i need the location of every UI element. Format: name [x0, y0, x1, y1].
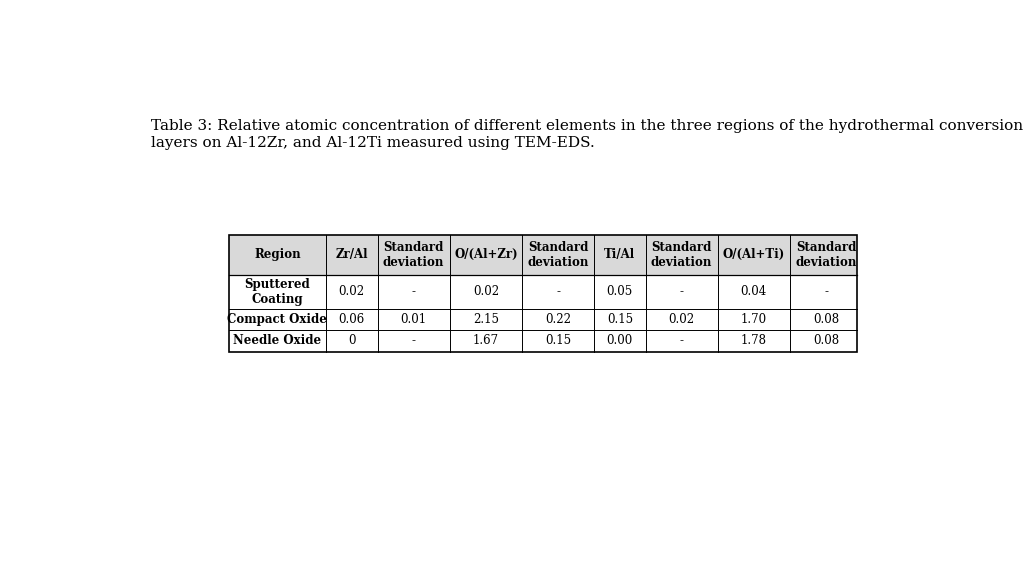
Text: -: - [824, 285, 828, 298]
Text: -: - [680, 285, 684, 298]
Text: -: - [412, 335, 416, 347]
Text: 0.06: 0.06 [339, 313, 365, 326]
Text: 1.78: 1.78 [740, 335, 767, 347]
Text: 1.67: 1.67 [473, 335, 499, 347]
Text: 0.04: 0.04 [740, 285, 767, 298]
Text: 0.02: 0.02 [669, 313, 694, 326]
Text: Standard
deviation: Standard deviation [651, 241, 713, 268]
Text: 0.22: 0.22 [545, 313, 571, 326]
Text: 0.02: 0.02 [339, 285, 365, 298]
Text: O/(Al+Ti): O/(Al+Ti) [723, 248, 785, 261]
Text: -: - [412, 285, 416, 298]
Text: 0: 0 [348, 335, 355, 347]
Text: Table 3: Relative atomic concentration of different elements in the three region: Table 3: Relative atomic concentration o… [152, 119, 1023, 133]
Text: Zr/Al: Zr/Al [336, 248, 368, 261]
Text: 0.00: 0.00 [606, 335, 633, 347]
Text: 0.15: 0.15 [607, 313, 633, 326]
Text: Compact Oxide: Compact Oxide [227, 313, 328, 326]
Text: 0.05: 0.05 [606, 285, 633, 298]
Text: Standard
deviation: Standard deviation [383, 241, 444, 268]
Text: Ti/Al: Ti/Al [604, 248, 636, 261]
Text: -: - [556, 285, 560, 298]
Text: 0.08: 0.08 [813, 335, 839, 347]
Text: 1.70: 1.70 [740, 313, 767, 326]
Text: O/(Al+Zr): O/(Al+Zr) [454, 248, 517, 261]
Bar [228, 234, 856, 352]
Text: 0.08: 0.08 [813, 313, 839, 326]
Text: 2.15: 2.15 [473, 313, 499, 326]
Text: Needle Oxide: Needle Oxide [233, 335, 322, 347]
Text: Standard
deviation: Standard deviation [796, 241, 857, 268]
Text: -: - [680, 335, 684, 347]
Text: 0.15: 0.15 [545, 335, 571, 347]
Text: 0.01: 0.01 [400, 313, 427, 326]
Text: Region: Region [254, 248, 301, 261]
Text: layers on Al-12Zr, and Al-12Ti measured using TEM-EDS.: layers on Al-12Zr, and Al-12Ti measured … [152, 136, 595, 150]
Text: Standard
deviation: Standard deviation [527, 241, 589, 268]
Text: 0.02: 0.02 [473, 285, 499, 298]
Bar [228, 234, 856, 275]
Text: Sputtered
Coating: Sputtered Coating [245, 278, 310, 306]
